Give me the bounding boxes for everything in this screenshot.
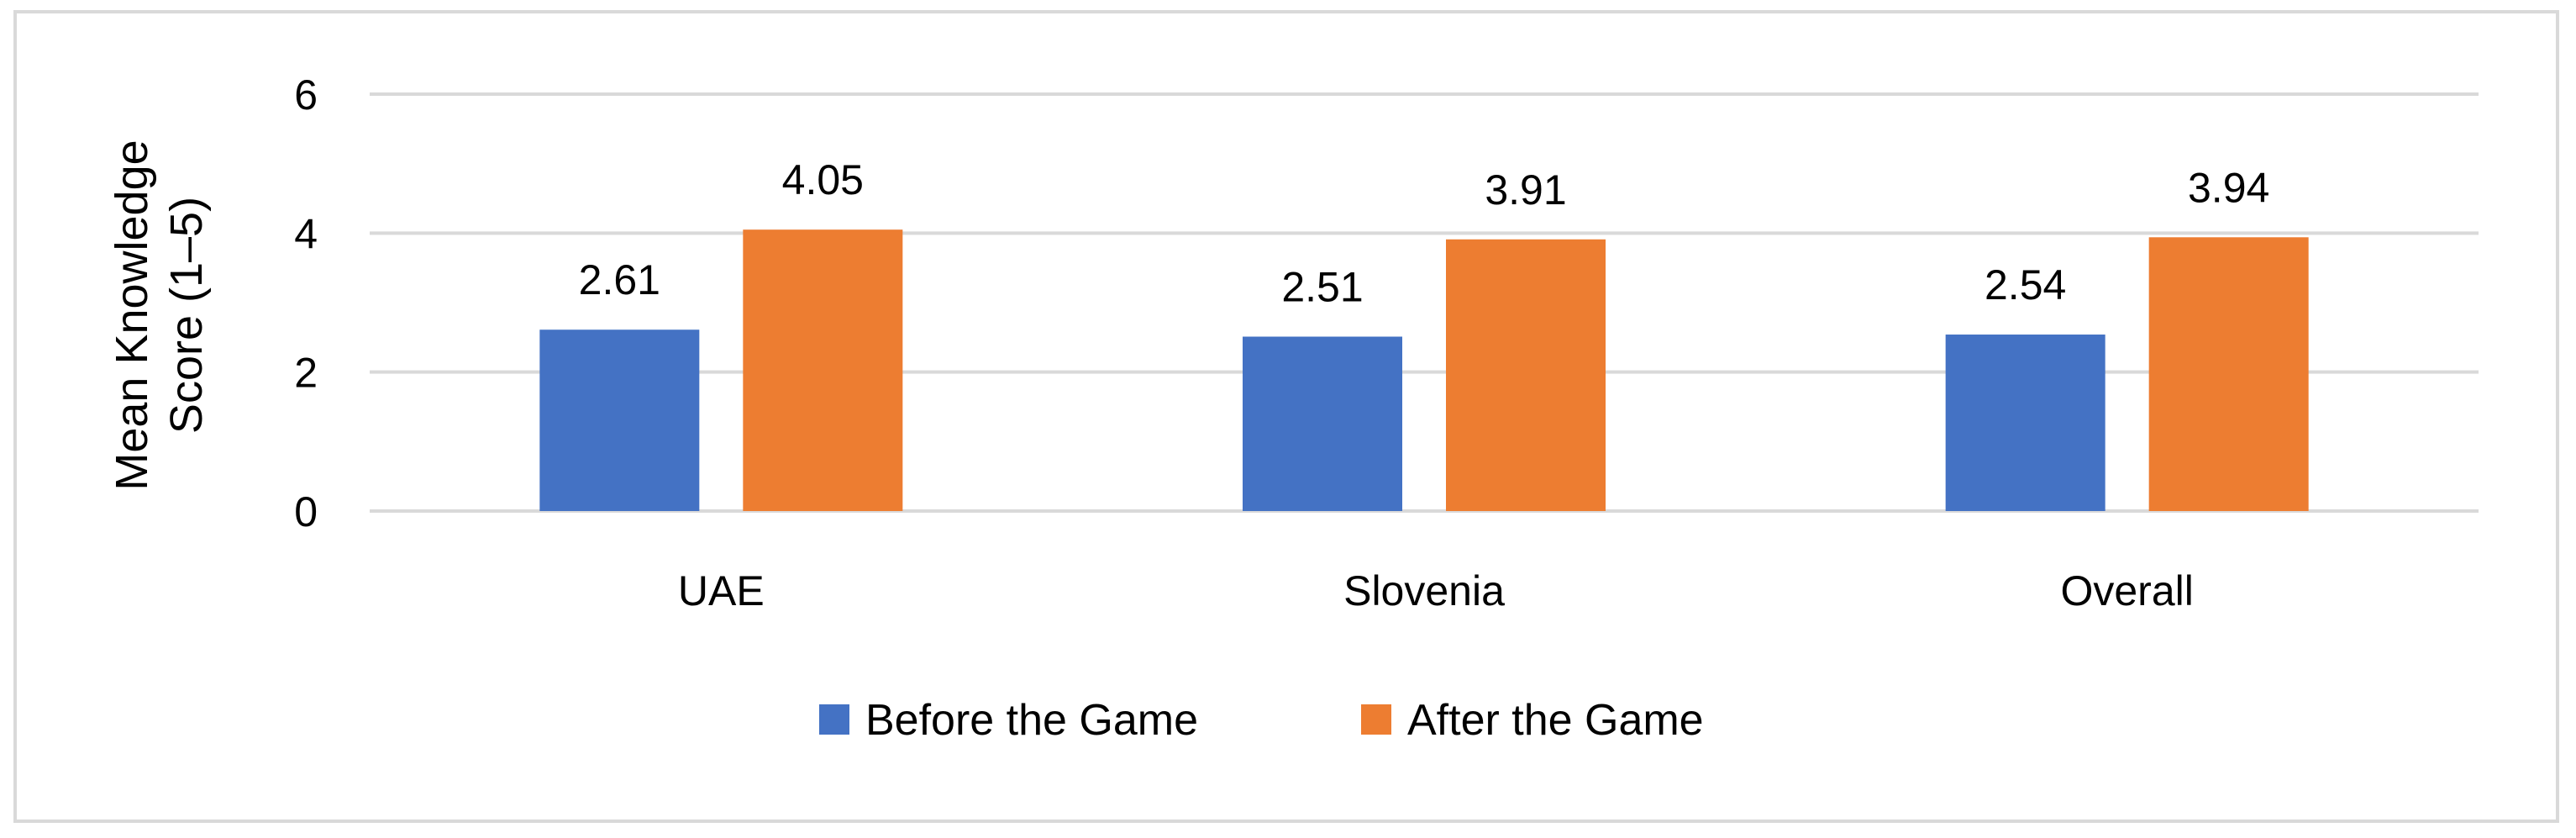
bar-after: [1446, 239, 1606, 511]
legend-label: Before the Game: [865, 696, 1198, 745]
bar-before: [539, 329, 700, 511]
bar-before: [1945, 335, 2105, 511]
bar-after: [743, 229, 903, 511]
x-tick-label: Overall: [2060, 567, 2193, 614]
gridlines: [370, 92, 2479, 513]
y-tick-label: 0: [294, 488, 318, 535]
y-axis-ticks: 0 2 4 6: [294, 71, 318, 535]
legend: Before the Game After the Game: [819, 696, 1704, 745]
data-label: 2.51: [1281, 264, 1363, 311]
data-label: 3.91: [1485, 166, 1566, 213]
y-axis-title-line-2: Score (1–5): [161, 197, 212, 434]
y-tick-label: 2: [294, 350, 318, 397]
bars: [539, 229, 2309, 511]
y-tick-label: 6: [294, 71, 318, 119]
legend-swatch: [1361, 704, 1391, 735]
bar-after: [2148, 237, 2309, 511]
data-labels: 2.61 4.05 2.51 3.91 2.54 3.94: [579, 156, 2270, 310]
bar-before: [1243, 336, 1402, 511]
data-label: 3.94: [2188, 164, 2269, 211]
data-label: 4.05: [782, 156, 864, 203]
data-label: 2.61: [579, 256, 660, 303]
y-axis-title-line-1: Mean Knowledge: [107, 140, 157, 490]
y-tick-label: 4: [294, 210, 318, 257]
x-axis-ticks: UAE Slovenia Overall: [678, 567, 2194, 614]
x-tick-label: UAE: [678, 567, 765, 614]
legend-label: After the Game: [1407, 696, 1704, 745]
y-axis-title: Mean Knowledge Score (1–5): [107, 140, 212, 490]
data-label: 2.54: [1985, 261, 2066, 308]
legend-swatch: [819, 704, 849, 735]
x-tick-label: Slovenia: [1343, 567, 1505, 614]
